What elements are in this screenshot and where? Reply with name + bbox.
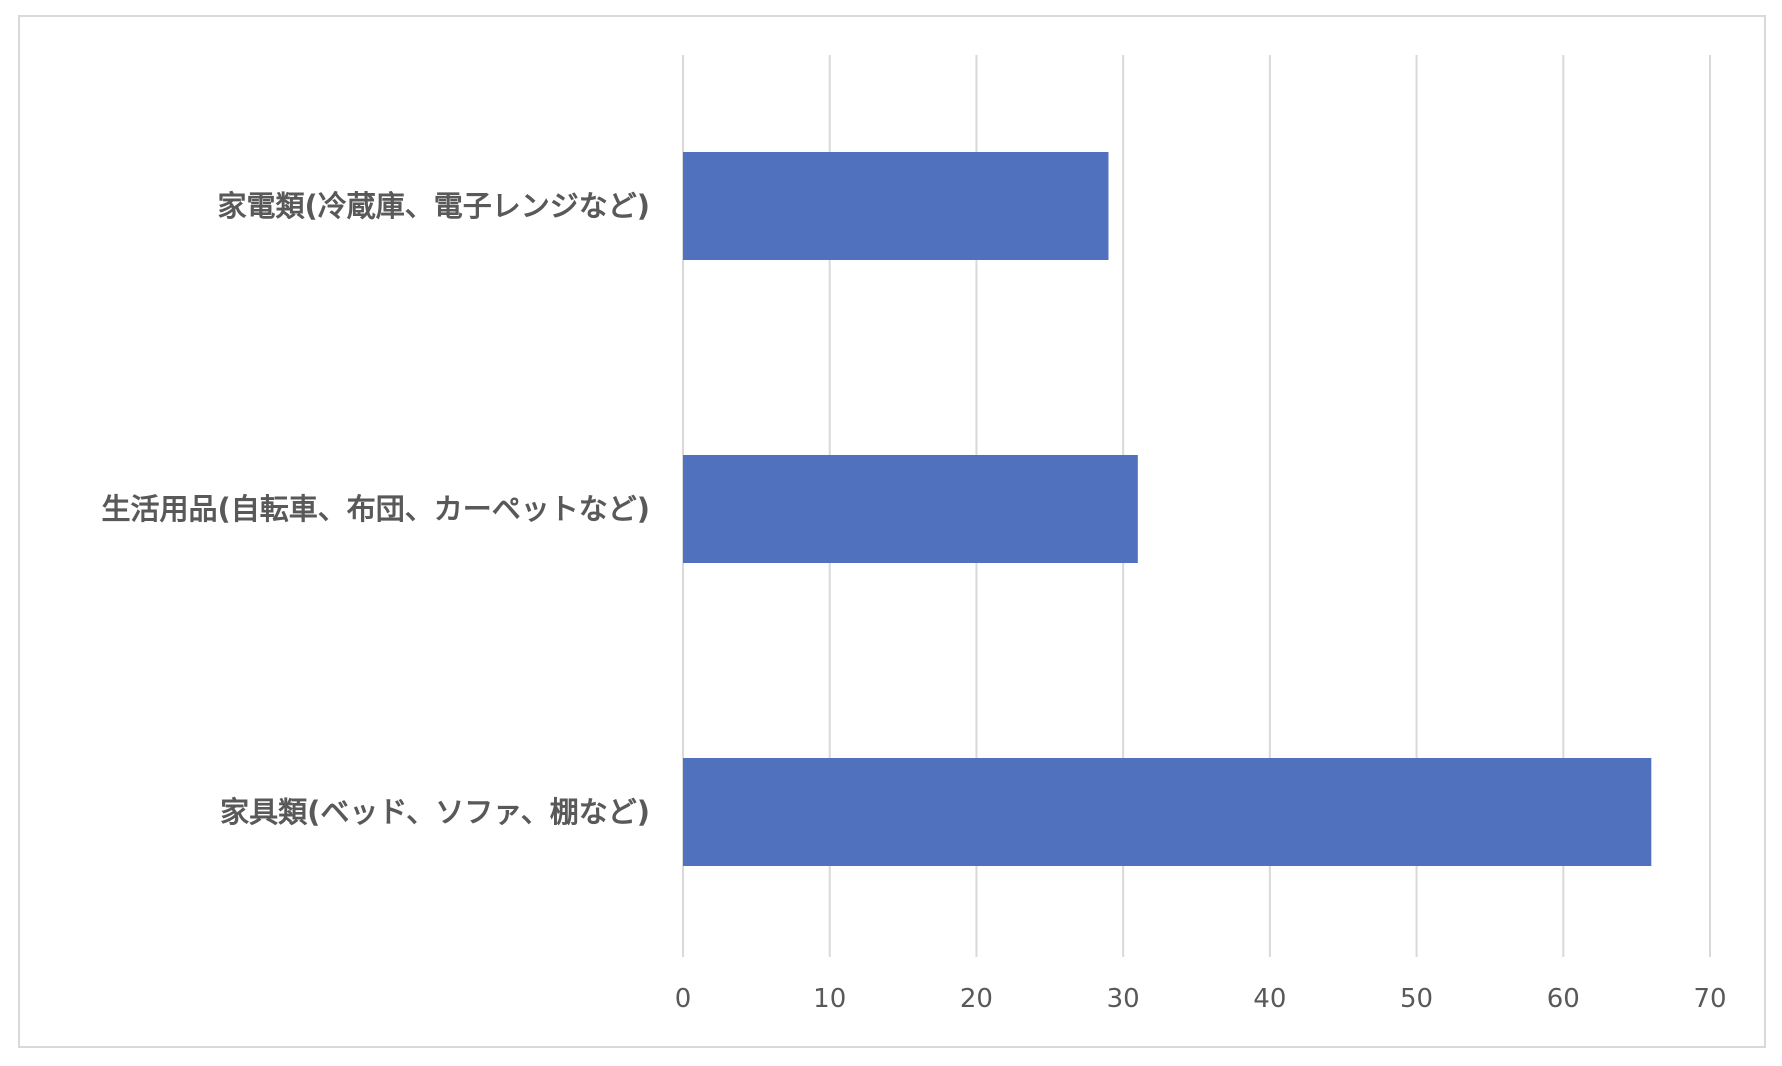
bar [683,758,1652,866]
bar [683,152,1109,260]
x-axis-tick-labels: 0 10 20 30 40 50 60 70 [675,984,1727,1014]
x-tick-label: 50 [1400,984,1433,1014]
bars [683,152,1652,866]
category-label: 生活用品(自転車、布団、カーペットなど) [101,492,650,526]
x-tick-label: 30 [1107,984,1140,1014]
x-tick-label: 40 [1253,984,1286,1014]
x-tick-label: 70 [1693,984,1726,1014]
bar [683,455,1138,563]
x-tick-label: 10 [813,984,846,1014]
x-tick-label: 20 [960,984,993,1014]
category-labels: 家電類(冷蔵庫、電子レンジなど) 生活用品(自転車、布団、カーペットなど) 家具類(… [101,189,650,829]
category-label: 家具類(ベッド、ソファ、棚など) [220,795,650,829]
x-tick-label: 60 [1547,984,1580,1014]
category-label: 家電類(冷蔵庫、電子レンジなど) [217,189,650,223]
x-tick-label: 0 [675,984,692,1014]
